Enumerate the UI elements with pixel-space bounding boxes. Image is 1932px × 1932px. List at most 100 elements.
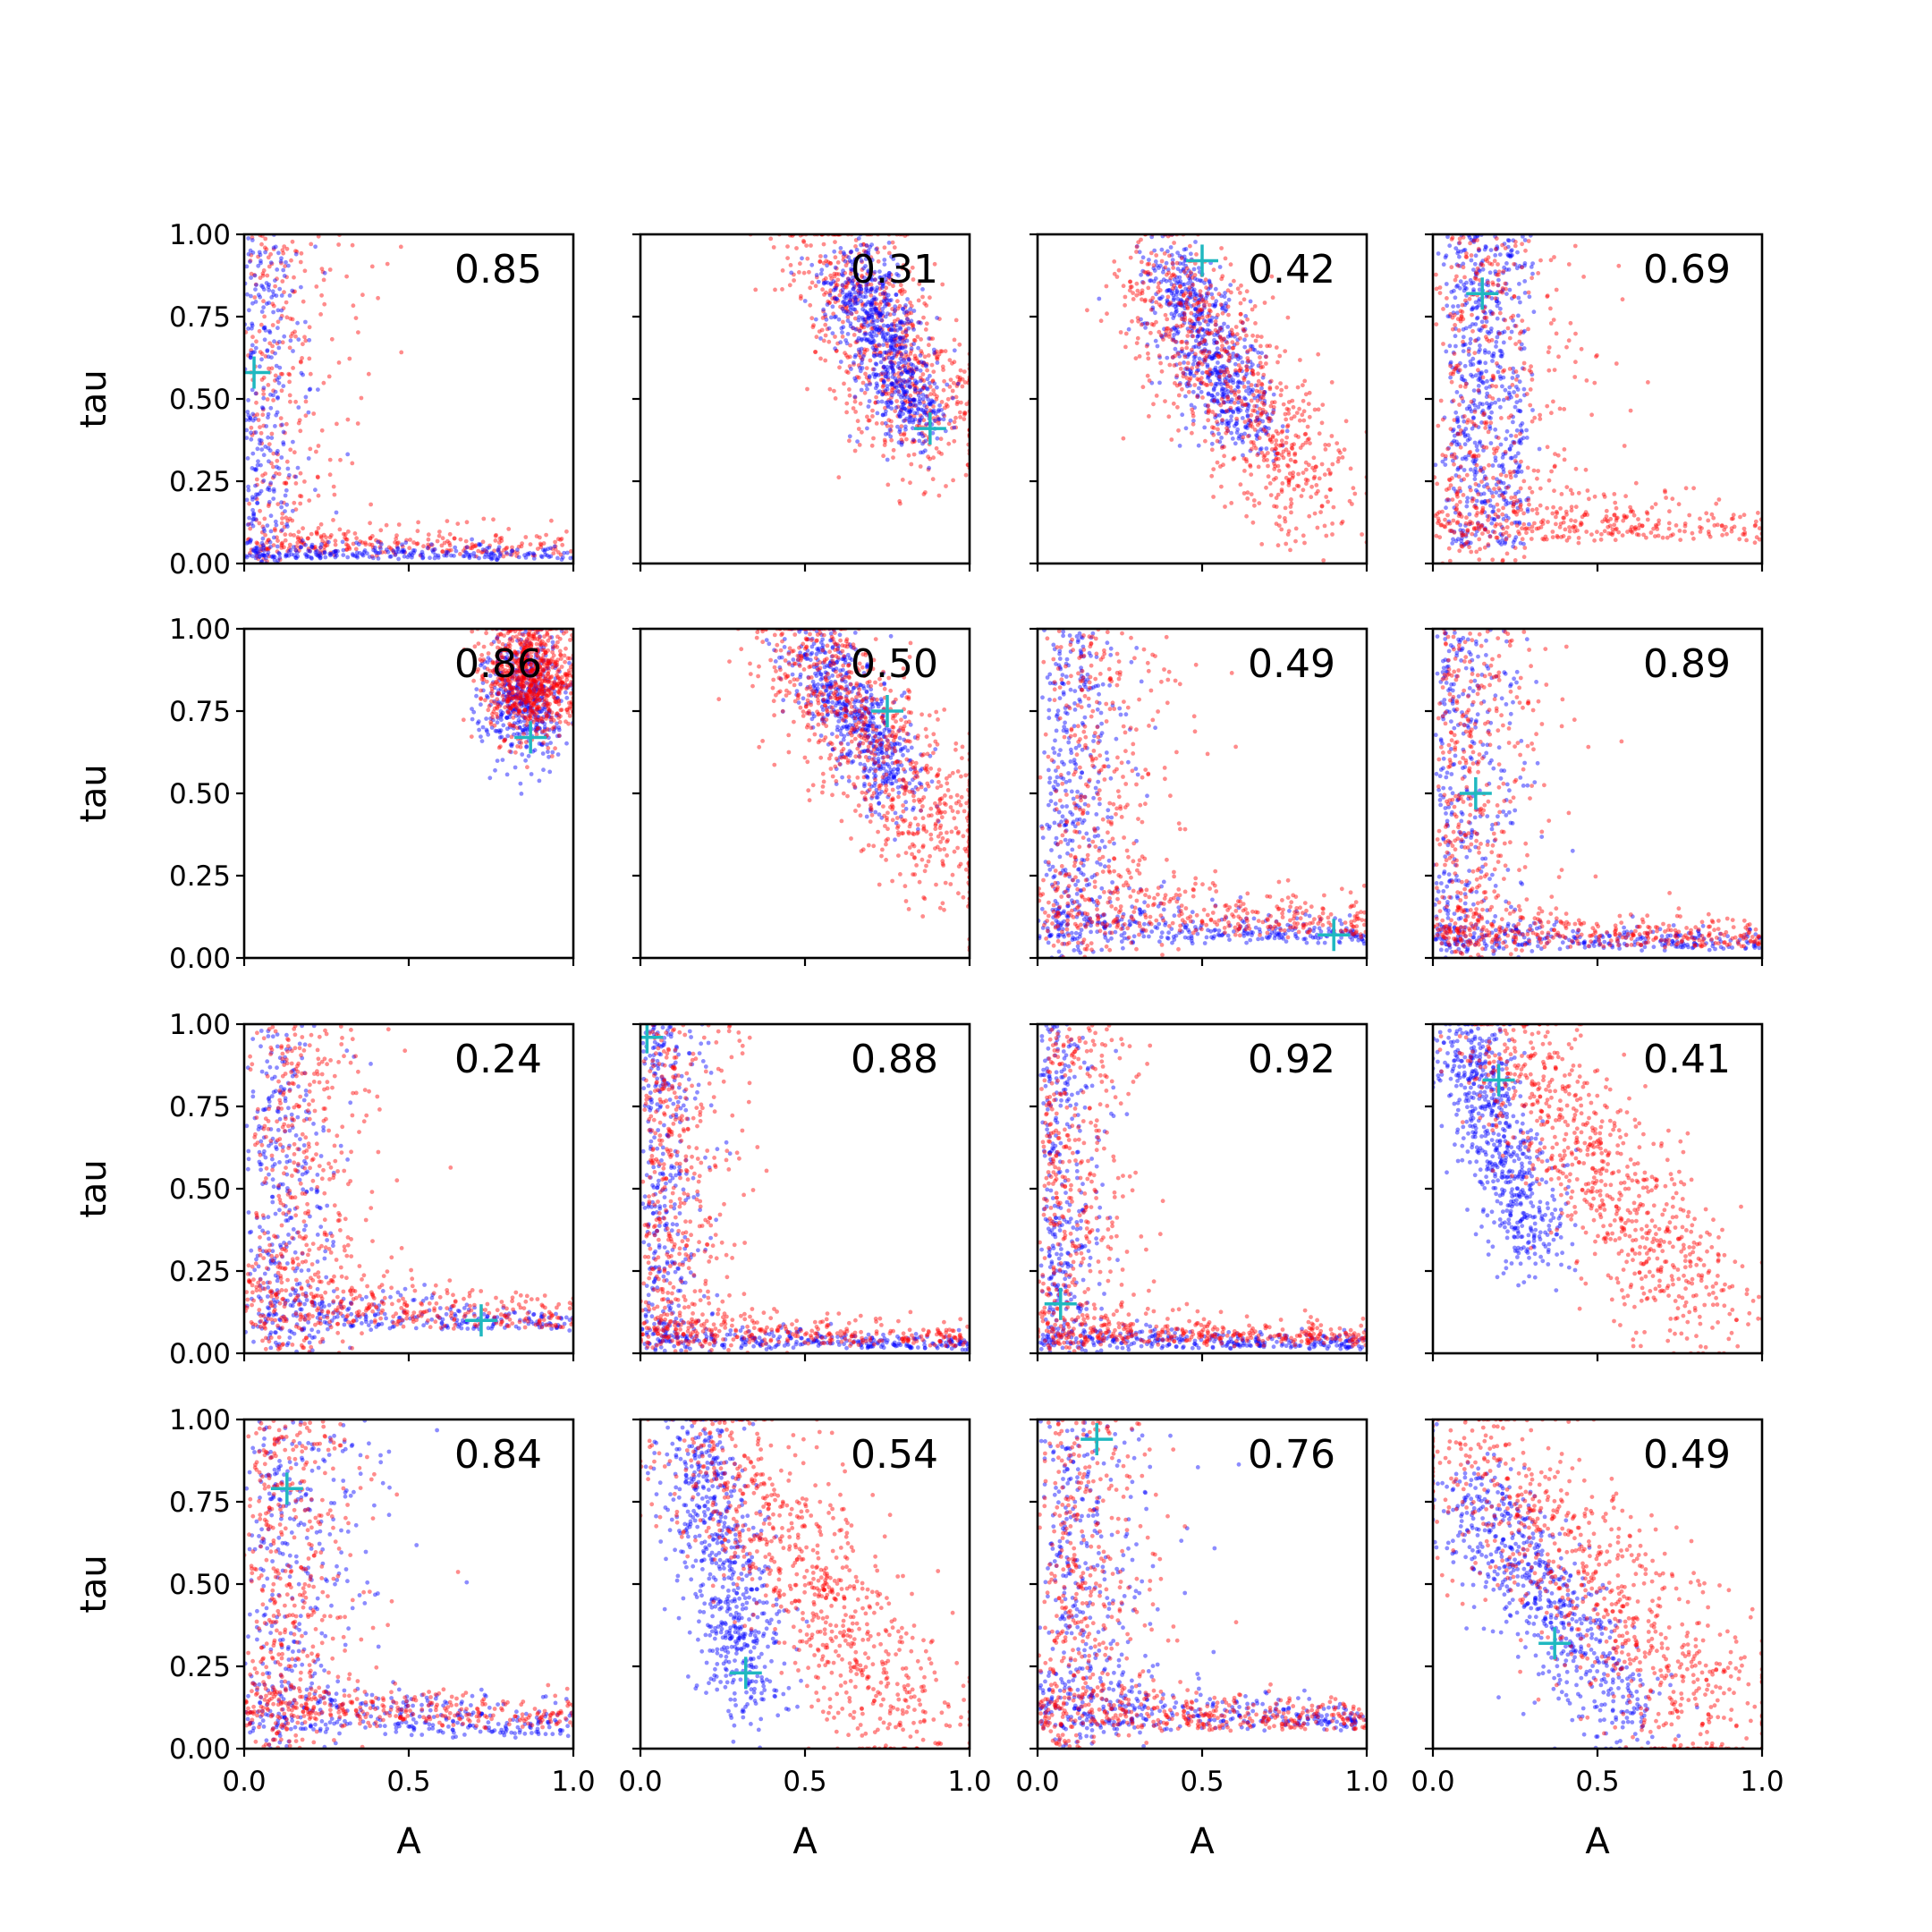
data-point xyxy=(1241,395,1247,401)
data-point xyxy=(1164,260,1169,266)
data-point xyxy=(1286,480,1292,485)
data-point xyxy=(1330,532,1335,537)
data-point xyxy=(1487,534,1493,539)
data-point xyxy=(1225,378,1231,384)
data-point xyxy=(1222,321,1226,326)
data-point xyxy=(874,288,879,292)
data-point xyxy=(1142,269,1147,275)
data-point xyxy=(910,376,915,380)
data-point xyxy=(926,467,931,472)
data-point xyxy=(1481,324,1486,329)
data-point xyxy=(558,552,564,557)
data-point xyxy=(1494,344,1498,349)
data-point xyxy=(1489,516,1495,521)
data-point xyxy=(291,289,296,294)
data-point xyxy=(792,272,796,277)
data-point xyxy=(1201,302,1207,308)
data-point xyxy=(871,371,877,377)
data-point xyxy=(1742,532,1747,537)
data-point xyxy=(953,425,959,430)
data-point xyxy=(265,552,270,557)
data-point xyxy=(1460,395,1464,401)
data-point xyxy=(445,538,450,544)
data-point xyxy=(1454,417,1460,422)
data-point xyxy=(1219,246,1224,250)
data-point xyxy=(1667,509,1672,514)
data-point xyxy=(282,545,286,550)
data-point xyxy=(930,378,936,383)
data-point xyxy=(1455,494,1460,499)
data-point xyxy=(249,547,254,552)
data-point xyxy=(1194,293,1199,299)
data-point xyxy=(1621,518,1626,523)
data-point xyxy=(271,496,276,501)
data-point xyxy=(885,457,890,462)
data-point xyxy=(886,270,892,275)
data-point xyxy=(275,395,280,401)
data-point xyxy=(1485,378,1489,384)
data-point xyxy=(819,327,825,333)
data-point xyxy=(278,529,284,534)
data-point xyxy=(905,399,911,404)
data-point xyxy=(860,429,864,435)
data-point xyxy=(899,440,904,445)
data-point xyxy=(1249,398,1254,403)
data-point xyxy=(835,283,840,288)
data-point xyxy=(1193,338,1199,343)
data-point xyxy=(888,344,894,350)
data-point xyxy=(896,343,902,347)
data-point xyxy=(878,360,884,365)
data-point xyxy=(267,448,273,453)
data-point xyxy=(1559,535,1563,539)
data-point xyxy=(246,484,250,489)
data-point xyxy=(827,300,833,305)
data-point xyxy=(1172,277,1177,282)
data-point xyxy=(1256,378,1261,384)
data-point xyxy=(477,543,482,547)
data-point xyxy=(1489,262,1495,267)
data-point xyxy=(1557,525,1563,530)
data-point xyxy=(255,501,259,505)
data-point xyxy=(1235,380,1241,386)
data-point xyxy=(1494,340,1499,344)
data-point xyxy=(270,475,275,480)
data-point xyxy=(886,355,892,360)
data-point xyxy=(306,536,310,541)
data-point xyxy=(279,256,284,261)
data-point xyxy=(945,403,950,409)
data-point xyxy=(1131,297,1136,301)
data-point xyxy=(341,553,346,557)
data-point xyxy=(929,398,934,403)
data-point xyxy=(1207,318,1212,323)
data-point xyxy=(878,312,883,318)
data-point xyxy=(1212,368,1216,372)
data-point xyxy=(247,537,251,542)
data-point xyxy=(1504,518,1509,523)
data-point xyxy=(871,339,877,343)
data-point xyxy=(1319,504,1325,508)
data-point xyxy=(908,300,912,305)
data-point xyxy=(1248,419,1253,424)
data-point xyxy=(911,397,916,402)
data-point xyxy=(881,378,886,384)
data-point xyxy=(1529,265,1534,269)
data-point xyxy=(273,424,277,428)
data-point xyxy=(1191,334,1196,339)
data-point xyxy=(958,415,962,419)
true-value-marker xyxy=(1186,244,1218,277)
data-point xyxy=(893,376,898,381)
data-point xyxy=(452,536,457,541)
data-point xyxy=(374,553,379,558)
data-point xyxy=(788,263,793,267)
data-point xyxy=(1222,346,1227,352)
data-point xyxy=(292,275,296,280)
data-point xyxy=(322,545,327,549)
data-point xyxy=(272,339,276,344)
series-blue xyxy=(244,234,573,564)
data-point xyxy=(1191,361,1196,367)
data-point xyxy=(1454,262,1460,267)
data-point xyxy=(963,472,969,478)
data-point xyxy=(1220,310,1225,316)
data-point xyxy=(1457,486,1462,491)
data-point xyxy=(477,541,481,547)
